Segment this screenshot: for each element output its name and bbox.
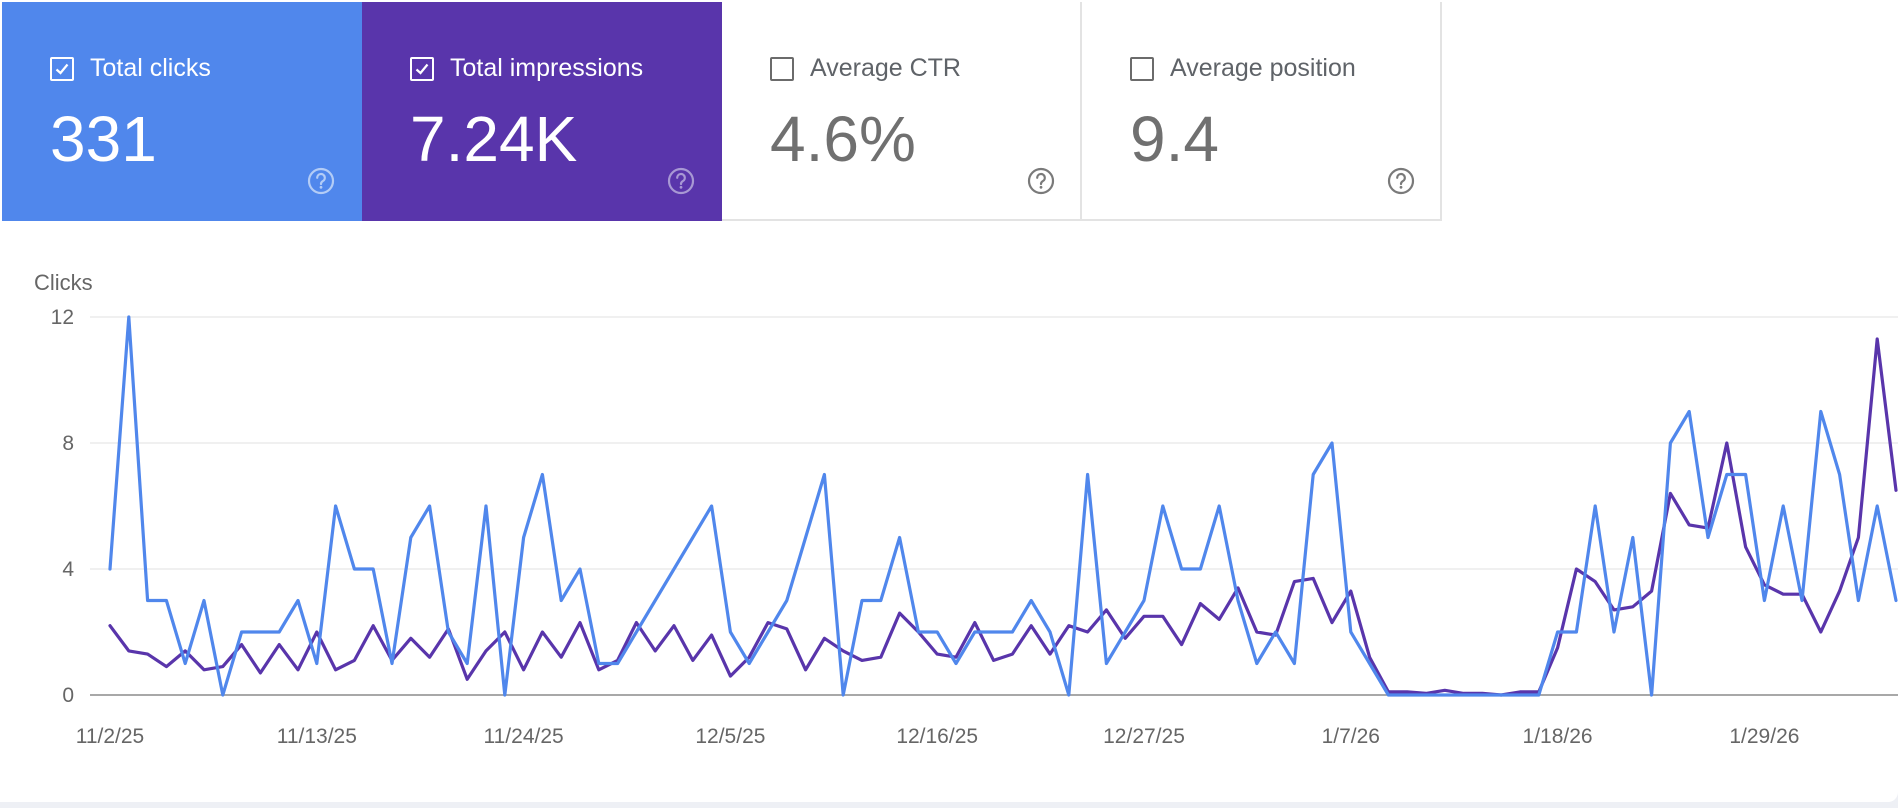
x-tick-label: 11/13/25	[277, 725, 357, 748]
y-axis-label: Clicks	[34, 270, 93, 295]
x-tick-label: 12/5/25	[695, 725, 765, 748]
help-circle-icon[interactable]	[1026, 166, 1056, 196]
x-tick-label: 11/2/25	[76, 725, 145, 748]
x-axis-ticks: 11/2/25 11/13/25 11/24/25 12/5/25 12/16/25 12…	[76, 725, 1800, 748]
x-tick-label: 1/18/26	[1523, 725, 1593, 748]
y-axis-ticks: 0 4 8 12	[51, 306, 75, 707]
y-tick-label: 0	[62, 684, 74, 707]
x-tick-label: 12/16/25	[896, 725, 978, 748]
metric-tile-total-clicks[interactable]: Total clicks 331	[2, 2, 362, 221]
x-tick-label: 1/7/26	[1322, 725, 1380, 748]
metric-value: 331	[50, 103, 157, 175]
metric-tiles: Total clicks 331 Total impressions 7.24K	[2, 2, 1442, 221]
metric-label: Total impressions	[450, 54, 644, 82]
gridlines	[90, 316, 1898, 696]
checkbox-unchecked-icon[interactable]	[1130, 56, 1154, 81]
x-tick-label: 12/27/25	[1103, 725, 1185, 748]
y-tick-label: 4	[62, 558, 74, 581]
y-tick-label: 12	[51, 306, 74, 329]
y-tick-label: 8	[62, 432, 74, 455]
series-lines	[108, 315, 1898, 697]
help-circle-icon[interactable]	[1386, 166, 1416, 196]
metric-value: 9.4	[1130, 103, 1219, 175]
metric-label: Average position	[1170, 54, 1356, 82]
help-circle-icon[interactable]	[306, 166, 336, 196]
clicks-impressions-line-chart: Clicks 0 4 8 12 11/2/25 11/13/25 11/24/25 12/5…	[34, 270, 1898, 748]
series-line-clicks	[108, 315, 1898, 697]
x-tick-label: 11/24/25	[484, 725, 564, 748]
help-circle-icon[interactable]	[666, 166, 696, 196]
metric-label: Average CTR	[810, 54, 961, 82]
metric-value: 7.24K	[410, 103, 578, 175]
metric-tile-total-impressions[interactable]: Total impressions 7.24K	[362, 2, 722, 221]
checkbox-unchecked-icon[interactable]	[770, 56, 794, 81]
metric-tile-average-ctr[interactable]: Average CTR 4.6%	[722, 2, 1082, 221]
metric-tile-average-position[interactable]: Average position 9.4	[1082, 2, 1442, 221]
series-line-impressions	[108, 337, 1898, 697]
checkbox-checked-icon[interactable]	[50, 56, 74, 81]
metric-label: Total clicks	[90, 54, 211, 82]
checkbox-checked-icon[interactable]	[410, 56, 434, 81]
metric-value: 4.6%	[770, 103, 916, 175]
x-tick-label: 1/29/26	[1729, 725, 1799, 748]
